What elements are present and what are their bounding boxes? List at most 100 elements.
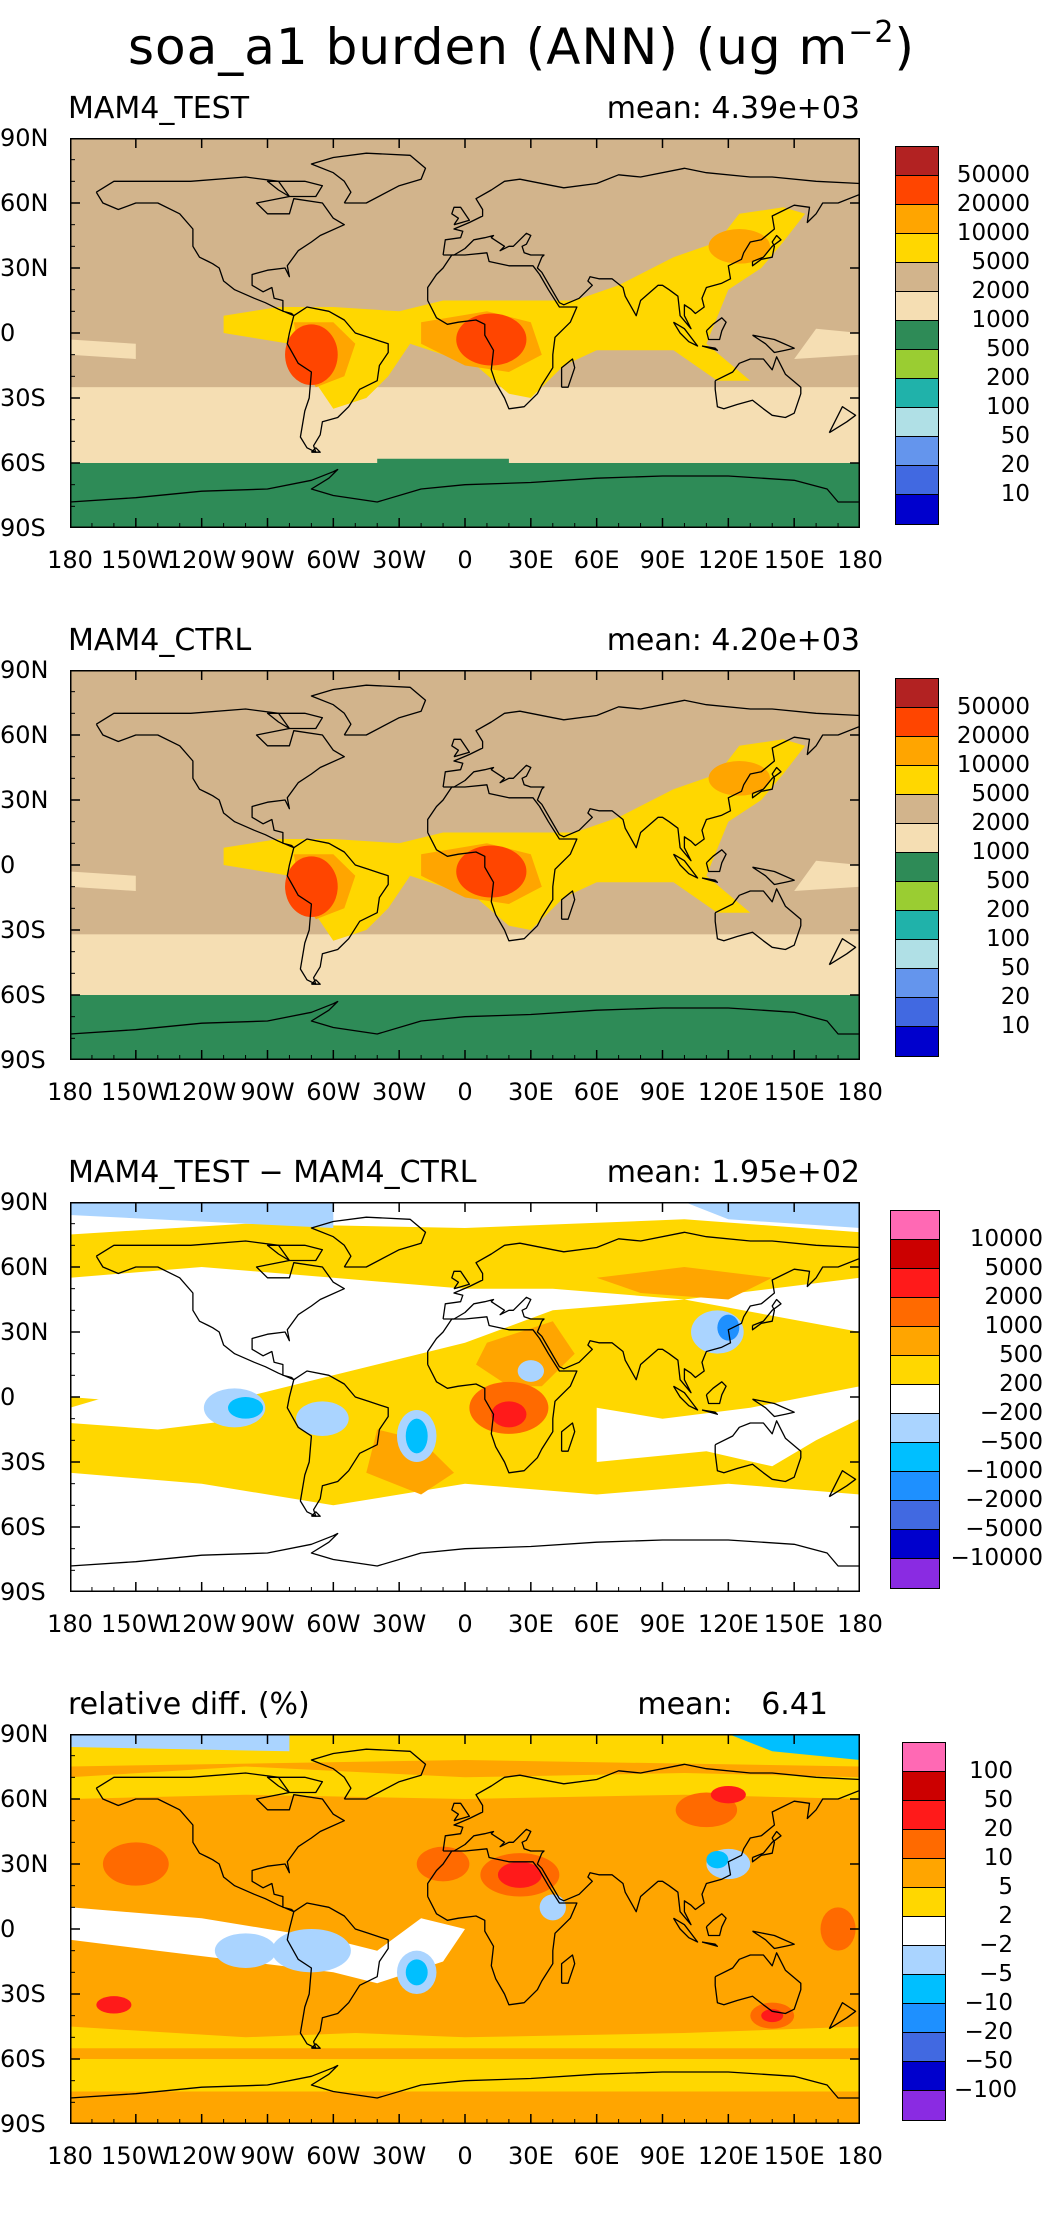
colorbar-label: 5 — [998, 1874, 1013, 1900]
field-region-10000 — [708, 229, 771, 264]
field-patch-1000 — [794, 328, 860, 359]
panel-title: relative diff. (%) — [68, 1687, 310, 1722]
lon-tick-label: 150E — [763, 1610, 825, 1638]
field-region-2 — [70, 1766, 860, 1799]
map-svg — [70, 670, 860, 1060]
coastline — [286, 1370, 389, 1517]
colorbar-label: 20 — [1000, 984, 1030, 1010]
colorbar-swatch — [895, 736, 939, 767]
lon-tick-label: 180 — [837, 2142, 883, 2170]
coastlines — [70, 1748, 860, 2099]
colorbar-swatch — [895, 233, 939, 264]
coastline — [266, 180, 324, 198]
coastline — [714, 1952, 802, 2015]
lon-tick-label: 150E — [763, 546, 825, 574]
colorbar-label: 2000 — [971, 810, 1030, 836]
field-region-neg2 — [70, 1734, 290, 1752]
colorbar-label: 10000 — [969, 1226, 1043, 1252]
field-layer — [70, 1734, 860, 2124]
coastline — [828, 406, 857, 434]
coastline — [286, 838, 389, 985]
field-band-500 — [70, 995, 860, 1060]
colorbar-label: 50 — [983, 1787, 1013, 1813]
map-svg — [70, 138, 860, 528]
colorbar-swatch — [895, 320, 939, 351]
lon-tick-label: 150W — [101, 2142, 171, 2170]
colorbar-swatch — [902, 1945, 946, 1976]
lon-tick-label: 30E — [507, 1610, 554, 1638]
colorbar-swatch — [895, 794, 939, 825]
lon-tick-label: 150E — [763, 1078, 825, 1106]
lon-tick-label: 30E — [507, 1078, 554, 1106]
colorbar-label: 200 — [986, 365, 1030, 391]
map-border — [70, 670, 860, 1060]
coastline — [705, 1913, 727, 1937]
lon-tick-label: 180 — [47, 546, 93, 574]
map-plot — [70, 1202, 860, 1592]
lon-tick-label: 60E — [573, 2142, 620, 2170]
colorbar-swatch — [895, 494, 939, 525]
coastline — [310, 1511, 321, 1517]
field-region-10000 — [708, 761, 771, 796]
colorbar-swatch — [890, 1210, 940, 1241]
coastline — [451, 206, 471, 226]
colorbar-swatch — [895, 997, 939, 1028]
colorbar-label: −1000 — [965, 1458, 1043, 1484]
colorbar-label: 50000 — [956, 162, 1030, 188]
coastlines — [70, 1216, 860, 1567]
coastline — [286, 306, 389, 453]
panel-mean: mean: 6.41 — [637, 1687, 828, 1722]
field-region-2 — [70, 2026, 860, 2049]
field-region-20000 — [456, 845, 527, 898]
colorbar-label: 5000 — [971, 249, 1030, 275]
lat-tick-label: 90N — [0, 1188, 49, 1216]
colorbar-swatch — [895, 436, 939, 467]
colorbar-label: 200 — [999, 1371, 1043, 1397]
field-region-20 — [96, 1996, 132, 2014]
lon-tick-label: 180 — [837, 1610, 883, 1638]
lat-tick-label: 30N — [0, 254, 49, 282]
colorbar-swatch — [890, 1558, 940, 1589]
lon-tick-label: 60W — [306, 1610, 361, 1638]
coastline — [70, 1000, 860, 1035]
field-region-neg200 — [296, 1401, 349, 1436]
colorbar-label: 20 — [983, 1816, 1013, 1842]
lon-tick-label: 60W — [306, 2142, 361, 2170]
lat-tick-label: 30N — [0, 1318, 49, 1346]
colorbar-swatch — [902, 2032, 946, 2063]
colorbar-swatch — [895, 1026, 939, 1057]
field-region-neg2 — [539, 1894, 566, 1921]
coastline — [751, 1830, 782, 1863]
lon-tick-label: 120W — [166, 546, 237, 574]
lat-tick-label: 30S — [0, 1448, 46, 1476]
coastline — [442, 1231, 860, 1394]
colorbar-label: −20 — [964, 2019, 1013, 2045]
field-region-20000 — [456, 313, 527, 366]
lon-tick-label: 60W — [306, 546, 361, 574]
colorbar-swatch — [895, 707, 939, 738]
field-layer — [70, 138, 860, 528]
coastline — [828, 1470, 857, 1498]
coastline — [451, 738, 471, 758]
field-region-2 — [70, 2059, 860, 2092]
colorbar-swatch — [890, 1500, 940, 1531]
coastline — [560, 1954, 576, 1984]
lon-tick-label: 90E — [639, 1610, 686, 1638]
coastline — [560, 890, 576, 920]
lon-tick-label: 60W — [306, 1078, 361, 1106]
lat-tick-label: 60N — [0, 1253, 49, 1281]
coastline — [310, 1216, 427, 1268]
lon-tick-label: 90W — [240, 2142, 295, 2170]
colorbar-label: 50 — [1000, 955, 1030, 981]
map-svg — [70, 1734, 860, 2124]
coastline — [310, 447, 321, 453]
colorbar-swatch — [890, 1413, 940, 1444]
colorbar-swatch — [902, 2061, 946, 2092]
field-region-white — [70, 1353, 246, 1430]
lon-tick-label: 150E — [763, 2142, 825, 2170]
colorbar-swatch — [902, 1771, 946, 1802]
lat-tick-label: 90N — [0, 656, 49, 684]
lat-tick-label: 0 — [0, 1915, 16, 1943]
colorbar-swatch — [890, 1529, 940, 1560]
colorbar-swatch — [890, 1442, 940, 1473]
